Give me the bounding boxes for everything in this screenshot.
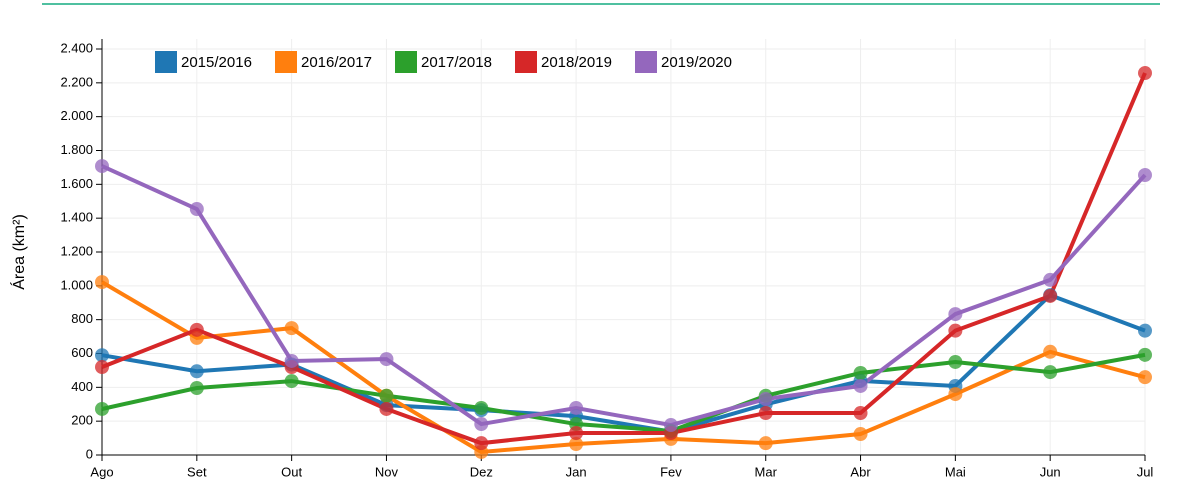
data-point <box>1043 288 1058 303</box>
data-point <box>189 202 204 217</box>
y-tick-label: 0 <box>86 446 93 461</box>
data-point <box>948 323 963 338</box>
data-point <box>853 378 868 393</box>
data-point <box>189 381 204 396</box>
data-point <box>379 401 394 416</box>
data-point <box>1043 272 1058 287</box>
legend-label: 2016/2017 <box>301 54 372 71</box>
y-tick-label: 2.200 <box>60 74 93 89</box>
y-axis-label: Área (km²) <box>9 214 28 290</box>
data-point <box>758 392 773 407</box>
data-point <box>663 418 678 433</box>
legend-swatch <box>515 51 537 73</box>
data-point <box>95 275 109 290</box>
y-tick-label: 200 <box>71 413 93 428</box>
x-tick-label: Dez <box>470 464 493 479</box>
x-tick-label: Mai <box>945 464 966 479</box>
x-tick-label: Set <box>187 464 207 479</box>
y-tick-label: 2.000 <box>60 108 93 123</box>
data-point <box>1043 344 1058 359</box>
data-point <box>189 364 204 379</box>
data-point <box>95 348 109 363</box>
data-point <box>569 437 584 452</box>
series-line <box>101 164 1147 428</box>
legend-label: 2018/2019 <box>541 54 612 71</box>
data-point <box>758 406 773 421</box>
data-point <box>95 360 109 375</box>
legend-label: 2017/2018 <box>421 54 492 71</box>
legend-swatch <box>395 51 417 73</box>
data-point <box>284 374 299 389</box>
y-tick-label: 1.400 <box>60 210 93 225</box>
data-point <box>379 388 394 403</box>
data-point <box>284 353 299 368</box>
y-tick-label: 1.600 <box>60 176 93 191</box>
y-tick-label: 2.400 <box>60 40 93 55</box>
legend-label: 2015/2016 <box>181 54 252 71</box>
x-tick-label: Jul <box>1137 464 1154 479</box>
legend-label: 2019/2020 <box>661 54 732 71</box>
data-point <box>853 406 868 421</box>
legend-swatch <box>275 51 297 73</box>
x-tick-label: Mar <box>755 464 778 479</box>
data-point <box>853 427 868 442</box>
data-point <box>474 417 489 432</box>
data-point <box>948 307 963 322</box>
data-point <box>758 436 773 451</box>
data-point <box>284 321 299 336</box>
data-point <box>1138 347 1152 362</box>
x-tick-label: Abr <box>850 464 871 479</box>
data-point <box>95 159 109 174</box>
data-point <box>1138 370 1152 385</box>
data-point <box>1138 66 1152 81</box>
y-tick-label: 1.000 <box>60 277 93 292</box>
x-tick-label: Out <box>281 464 302 479</box>
data-point <box>474 436 489 451</box>
legend-swatch <box>155 51 177 73</box>
data-point <box>1138 168 1152 183</box>
series-line <box>101 292 1146 434</box>
data-point <box>948 354 963 369</box>
y-tick-label: 1.200 <box>60 243 93 258</box>
data-point <box>474 400 489 415</box>
data-point <box>569 400 584 415</box>
x-tick-label: Jun <box>1040 464 1061 479</box>
data-point <box>853 365 868 380</box>
y-tick-label: 800 <box>71 311 93 326</box>
x-tick-label: Ago <box>90 464 113 479</box>
series-line <box>100 280 1146 455</box>
y-tick-label: 400 <box>71 379 93 394</box>
data-point <box>1138 323 1152 338</box>
y-tick-label: 1.800 <box>60 142 93 157</box>
series-line <box>101 72 1147 446</box>
data-point <box>569 426 584 441</box>
data-point <box>948 387 963 402</box>
legend-swatch <box>635 51 657 73</box>
y-tick-label: 600 <box>71 345 93 360</box>
data-point <box>379 352 394 367</box>
x-tick-label: Nov <box>375 464 399 479</box>
x-tick-label: Jan <box>566 464 587 479</box>
data-point <box>189 322 204 337</box>
series-line <box>101 352 1146 434</box>
x-tick-label: Fev <box>660 464 682 479</box>
data-point <box>95 401 109 416</box>
data-point <box>1043 365 1058 380</box>
